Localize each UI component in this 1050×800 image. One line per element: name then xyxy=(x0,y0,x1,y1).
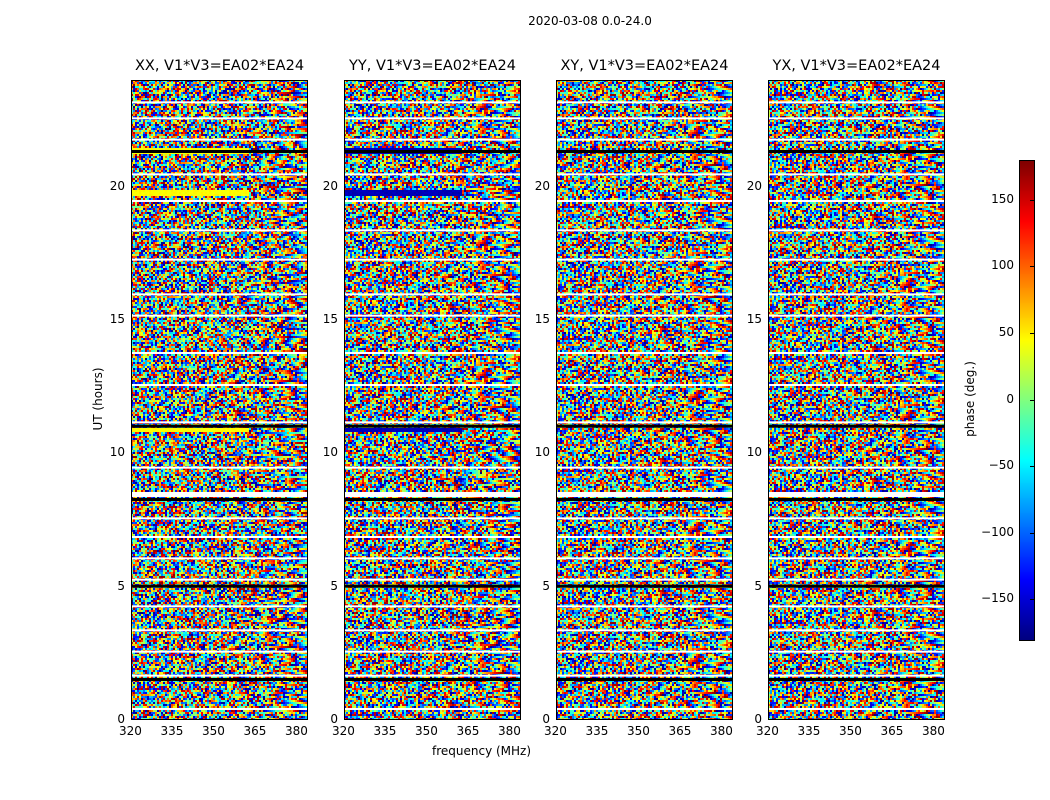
x-tick-label: 380 xyxy=(284,724,308,738)
x-tick-label: 380 xyxy=(921,724,945,738)
figure-title: 2020-03-08 0.0-24.0 xyxy=(528,14,652,28)
colorbar-tick-mark xyxy=(1030,532,1035,534)
panel-xx: XX, V1*V3=EA02*EA24 xyxy=(131,58,308,720)
y-tick-label: 10 xyxy=(109,445,125,460)
phase-heatmap xyxy=(768,80,945,720)
colorbar-tick-mark xyxy=(1030,599,1035,601)
x-tick-label: 365 xyxy=(880,724,904,738)
panel-title: YY, V1*V3=EA02*EA24 xyxy=(349,58,516,74)
y-tick-label: 20 xyxy=(746,178,762,193)
panel-title: YX, V1*V3=EA02*EA24 xyxy=(772,58,941,74)
y-axis-label: UT (hours) xyxy=(91,367,105,431)
x-tick-label: 335 xyxy=(585,724,609,738)
panel-title: XX, V1*V3=EA02*EA24 xyxy=(134,58,305,74)
y-tick-label: 20 xyxy=(534,178,550,193)
y-tick-label: 15 xyxy=(322,312,338,326)
axes-frame xyxy=(556,80,733,720)
x-tick-label: 320 xyxy=(119,724,142,738)
x-tick-label: 320 xyxy=(756,724,779,738)
x-tick-label: 335 xyxy=(160,724,184,738)
x-tick-label: 380 xyxy=(709,724,733,738)
colorbar-tick-mark xyxy=(1030,199,1035,201)
colorbar-tick-label: 150 xyxy=(991,191,1014,206)
colorbar-tick-label: −50 xyxy=(988,458,1014,473)
x-tick-label: 320 xyxy=(544,724,567,738)
colorbar xyxy=(1019,160,1035,641)
phase-heatmap xyxy=(131,80,308,720)
colorbar-tick-label: 0 xyxy=(1006,391,1014,406)
colorbar-tick-label: −100 xyxy=(981,524,1014,539)
y-tick-label: 5 xyxy=(330,578,338,593)
y-tick-label: 15 xyxy=(534,312,550,326)
y-tick-label: 15 xyxy=(746,312,762,326)
x-tick-label: 350 xyxy=(414,724,438,738)
x-tick-label: 350 xyxy=(626,724,650,738)
x-tick-label: 350 xyxy=(201,724,225,738)
x-axis-label: frequency (MHz) xyxy=(432,744,532,758)
y-tick-label: 0 xyxy=(754,712,762,726)
panel-title: XY, V1*V3=EA02*EA24 xyxy=(560,58,729,74)
colorbar-tick-mark xyxy=(1030,399,1035,401)
colorbar-tick-label: 100 xyxy=(991,258,1014,273)
colorbar-tick-mark xyxy=(1030,466,1035,468)
x-tick-label: 335 xyxy=(797,724,821,738)
phase-heatmap xyxy=(556,80,733,720)
axes-frame xyxy=(768,80,945,720)
y-tick-label: 10 xyxy=(322,445,338,460)
colorbar-tick-mark xyxy=(1030,266,1035,268)
x-tick-label: 365 xyxy=(668,724,692,738)
axes-frame xyxy=(131,80,308,720)
x-tick-label: 365 xyxy=(456,724,480,738)
y-tick-label: 10 xyxy=(746,445,762,460)
colorbar-tick-label: 50 xyxy=(998,324,1014,339)
y-tick-label: 5 xyxy=(117,578,125,593)
colorbar-tick-label: −150 xyxy=(981,591,1014,606)
axes-frame xyxy=(344,80,521,720)
y-tick-label: 15 xyxy=(109,312,125,326)
x-tick-label: 365 xyxy=(243,724,267,738)
y-tick-label: 5 xyxy=(542,578,550,593)
y-tick-label: 0 xyxy=(117,712,125,726)
panel-xy: XY, V1*V3=EA02*EA24 xyxy=(556,58,733,720)
x-tick-label: 380 xyxy=(497,724,521,738)
panel-yx: YX, V1*V3=EA02*EA24 xyxy=(768,58,945,720)
panel-yy: YY, V1*V3=EA02*EA24 xyxy=(344,58,521,720)
y-tick-label: 0 xyxy=(330,712,338,726)
y-tick-label: 20 xyxy=(322,178,338,193)
y-tick-label: 20 xyxy=(109,178,125,193)
x-tick-label: 335 xyxy=(373,724,397,738)
y-tick-label: 10 xyxy=(534,445,550,460)
y-tick-label: 5 xyxy=(754,578,762,593)
x-tick-label: 320 xyxy=(332,724,355,738)
colorbar-tick-mark xyxy=(1030,332,1035,334)
y-tick-label: 0 xyxy=(542,712,550,726)
phase-heatmap xyxy=(344,80,521,720)
x-tick-label: 350 xyxy=(838,724,862,738)
